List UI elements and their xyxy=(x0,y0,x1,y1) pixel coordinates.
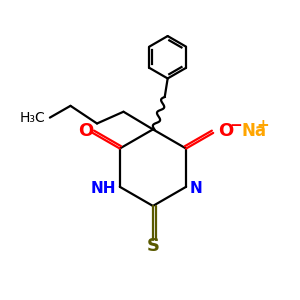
Text: NH: NH xyxy=(91,181,116,196)
Text: H₃C: H₃C xyxy=(20,111,46,124)
Text: S: S xyxy=(146,237,159,255)
Text: Na: Na xyxy=(241,122,266,140)
Text: N: N xyxy=(190,181,202,196)
Text: −: − xyxy=(229,118,242,133)
Text: O: O xyxy=(79,122,94,140)
Text: +: + xyxy=(256,118,268,133)
Text: O: O xyxy=(218,122,234,140)
